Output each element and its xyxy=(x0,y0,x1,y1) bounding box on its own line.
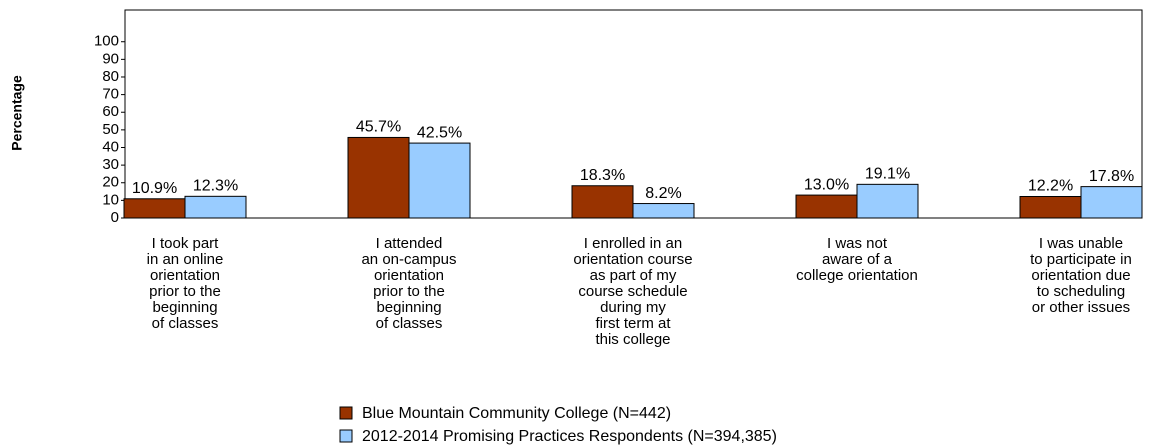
x-tick-label: of classes xyxy=(376,315,443,332)
y-tick-label: 10 xyxy=(102,191,119,208)
x-tick-label: first term at xyxy=(595,315,671,332)
x-tick-label: orientation xyxy=(150,267,220,284)
y-tick-label: 80 xyxy=(102,68,119,85)
x-tick-label: of classes xyxy=(152,315,219,332)
value-label: 12.2% xyxy=(1028,178,1073,195)
x-tick-label: orientation due xyxy=(1031,267,1130,284)
x-tick-label: aware of a xyxy=(822,251,893,268)
y-axis-label: Percentage xyxy=(9,75,25,151)
y-tick-label: 60 xyxy=(102,103,119,120)
y-tick-label: 70 xyxy=(102,86,119,103)
value-label: 19.1% xyxy=(865,166,910,183)
x-tick-label: I was unable xyxy=(1039,235,1123,252)
bar xyxy=(795,194,858,219)
x-tick-label: prior to the xyxy=(373,283,445,300)
x-tick-label: prior to the xyxy=(149,283,221,300)
y-tick-label: 30 xyxy=(102,156,119,173)
x-tick-label: to scheduling xyxy=(1037,283,1125,300)
x-tick-label: I attended xyxy=(376,235,443,252)
y-tick-label: 20 xyxy=(102,174,119,191)
x-tick-label: I enrolled in an xyxy=(584,235,682,252)
bar xyxy=(856,183,919,219)
legend-label: Blue Mountain Community College (N=442) xyxy=(362,405,671,422)
value-label: 18.3% xyxy=(580,167,625,184)
x-tick-label: college orientation xyxy=(796,267,918,284)
x-tick-label: this college xyxy=(595,331,670,348)
y-tick-label: 0 xyxy=(111,209,119,226)
y-tick-label: 100 xyxy=(94,33,119,50)
value-label: 12.3% xyxy=(193,178,238,195)
x-tick-label: course schedule xyxy=(578,283,687,300)
bar xyxy=(1019,195,1082,219)
bar xyxy=(408,142,471,219)
value-label: 10.9% xyxy=(132,180,177,197)
x-tick-label: an on-campus xyxy=(361,251,456,268)
bar xyxy=(571,185,634,219)
x-tick-label: I took part xyxy=(152,235,220,252)
bar xyxy=(184,195,247,219)
value-label: 45.7% xyxy=(356,119,401,136)
bar xyxy=(1080,186,1143,219)
x-tick-label: orientation course xyxy=(573,251,692,268)
x-tick-label: to participate in xyxy=(1030,251,1132,268)
x-tick-label: or other issues xyxy=(1032,299,1130,316)
value-label: 8.2% xyxy=(645,185,681,202)
legend-swatch xyxy=(339,406,353,420)
x-tick-label: I was not xyxy=(827,235,888,252)
x-tick-label: during my xyxy=(600,299,666,316)
x-tick-label: beginning xyxy=(152,299,217,316)
value-label: 13.0% xyxy=(804,176,849,193)
x-tick-label: orientation xyxy=(374,267,444,284)
y-tick-label: 50 xyxy=(102,121,119,138)
x-tick-label: as part of my xyxy=(590,267,677,284)
legend-label: 2012-2014 Promising Practices Respondent… xyxy=(362,428,777,445)
value-label: 42.5% xyxy=(417,124,462,141)
y-tick-label: 90 xyxy=(102,50,119,67)
x-tick-label: in an online xyxy=(147,251,224,268)
value-label: 17.8% xyxy=(1089,168,1134,185)
legend-swatch xyxy=(339,429,353,443)
y-tick-label: 40 xyxy=(102,138,119,155)
bar xyxy=(347,136,410,219)
bar xyxy=(123,198,186,219)
x-tick-label: beginning xyxy=(376,299,441,316)
bar xyxy=(632,203,695,219)
